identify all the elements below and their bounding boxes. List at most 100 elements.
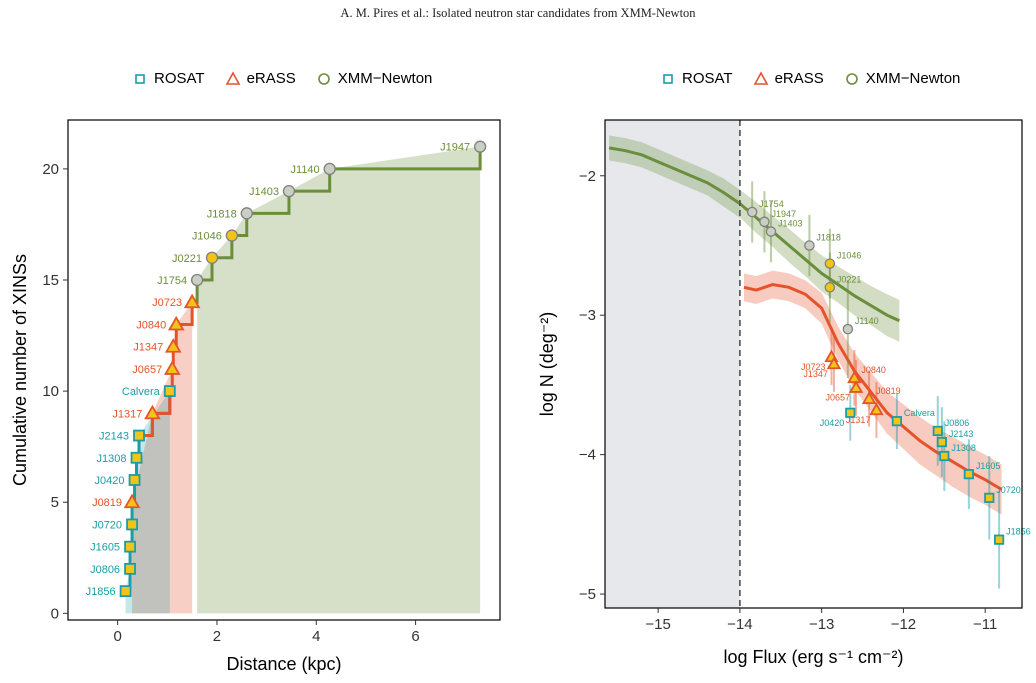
point-label: Calvera [904,408,935,418]
left-plot-frame [67,119,501,621]
data-point-j1140 [323,162,336,176]
point-label: J1140 [855,316,879,326]
data-point-j1856 [119,585,132,598]
point-label: J1818 [816,232,841,242]
point-label: J1347 [803,369,828,379]
x-tick-label: −11 [973,616,997,633]
data-point-j1403 [282,184,296,198]
point-label: J0819 [92,497,122,509]
point-label: J0420 [95,475,125,487]
point-label: J0221 [837,274,862,284]
point-label: J1856 [1006,527,1031,537]
point-label: J2143 [99,431,129,443]
point-label: J1754 [157,275,187,287]
legend-label-xmm: XMM−Newton [337,70,433,87]
erass-area [132,302,193,614]
point-label: J1317 [846,415,871,425]
point-label: J1605 [90,542,120,554]
data-point-j0221 [205,251,219,264]
data-point-calvera [163,385,176,398]
point-label: J1947 [440,142,470,154]
erass-curve [743,282,1003,491]
data-point-j1754 [190,273,204,287]
point-label: J0720 [996,485,1021,495]
y-tick-label: 20 [42,161,59,178]
data-point-j0806 [124,562,136,575]
legend-triangle-icon [753,70,769,87]
legend-left: ROSAT eRASS XMM−Newton [132,70,446,87]
data-point-j1308 [130,451,143,464]
data-point-j0720 [984,492,995,503]
y-tick-label: 5 [51,494,59,511]
x-tick-label: −15 [645,616,670,633]
data-point-j1605 [124,540,136,553]
data-point-j0420 [128,474,141,486]
y-tick-label: −2 [579,168,596,185]
data-point-j1046 [225,229,239,242]
data-point-j0420 [845,407,856,418]
point-label: J0657 [825,393,850,403]
legend-label-erass: eRASS [774,70,824,87]
data-point-j1403 [765,226,777,237]
y-axis-label: log N (deg⁻²) [537,312,557,417]
point-label: J0720 [92,519,122,531]
data-point-j0840 [847,370,862,384]
y-tick-label: 15 [42,272,59,289]
point-label: J1403 [249,186,279,198]
point-label: J1046 [837,251,862,261]
data-point-j1317 [869,402,884,416]
point-label: J1856 [86,586,116,598]
xmm-curve [608,146,900,323]
data-point-j0806 [932,425,943,437]
y-tick-label: −5 [579,586,596,603]
data-point-j0840 [167,315,185,331]
data-point-j1947 [473,140,487,153]
data-point-j0221 [824,282,836,293]
data-point-j1308 [939,450,950,462]
point-label: J0221 [172,253,202,265]
point-label: J1403 [778,219,803,229]
data-point-j0819 [861,391,877,405]
legend-label-rosat: ROSAT [154,70,205,87]
point-label: J2143 [949,429,974,439]
point-label: J1754 [759,199,784,209]
running-head: A. M. Pires et al.: Isolated neutron sta… [340,6,696,20]
point-label: J1947 [771,209,796,219]
x-axis-label: Distance (kpc) [226,654,341,674]
point-label: J1140 [291,164,320,176]
x-tick-label: 4 [312,628,320,645]
point-label: J1818 [207,208,237,220]
data-point-j0720 [126,518,138,531]
point-label: Calvera [122,386,161,398]
data-point-j0819 [123,493,141,509]
sensitivity-shade [605,120,740,608]
data-point-j2143 [936,436,947,448]
data-point-j0723 [183,293,201,309]
legend-label-xmm: XMM−Newton [865,70,961,87]
data-point-j1347 [164,338,182,353]
x-tick-label: 0 [113,628,121,645]
data-point-j1347 [826,356,842,370]
y-tick-label: 10 [42,383,59,400]
point-label: J0723 [801,362,826,372]
y-axis-label: Cumulative number of XINSs [10,254,30,486]
x-tick-label: 2 [213,628,221,645]
point-label: J0657 [132,364,162,376]
point-label: J0840 [861,365,886,375]
data-point-j2143 [133,429,145,442]
xmm-area [197,146,481,614]
data-point-j1317 [144,404,161,420]
legend-triangle-icon [225,70,241,87]
right-plot-frame [604,119,1023,609]
point-label: J1347 [133,342,163,354]
rosat-area [125,391,170,614]
y-tick-label: −4 [579,447,596,464]
y-tick-label: 0 [51,605,59,622]
x-tick-label: 6 [411,628,419,645]
legend-circle-icon [844,71,860,87]
point-label: J0806 [90,564,120,576]
data-point-j1818 [804,240,815,251]
data-point-j1947 [759,216,770,228]
data-point-j1856 [994,534,1005,545]
